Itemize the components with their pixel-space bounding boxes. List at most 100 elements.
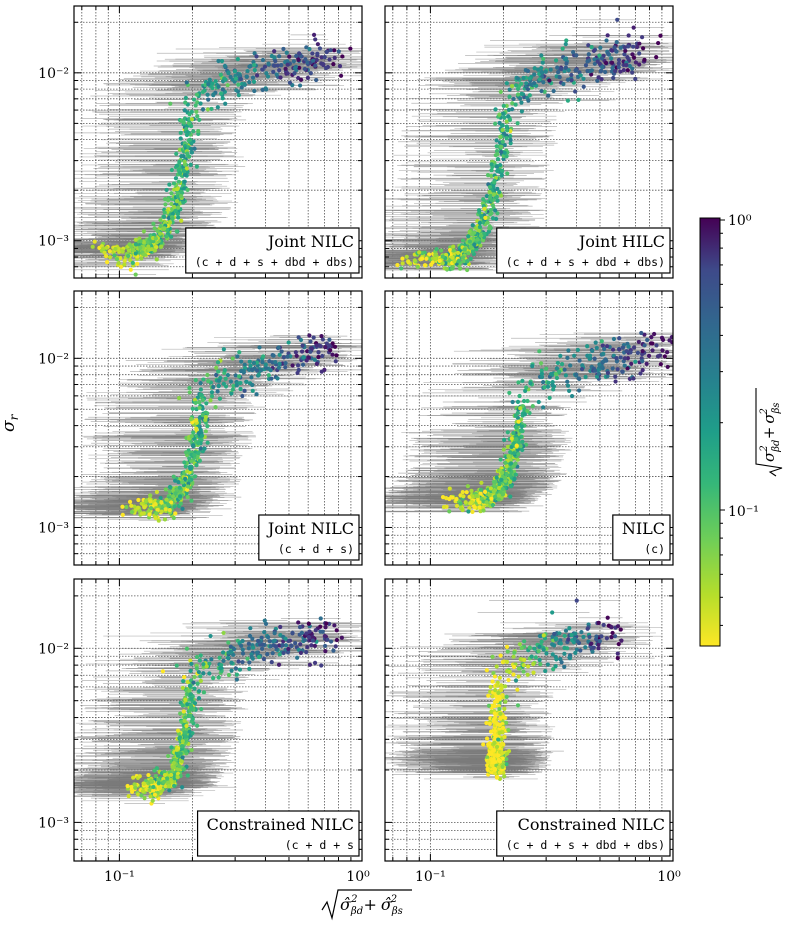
data-point <box>489 168 494 173</box>
data-point <box>332 48 337 53</box>
data-point <box>236 82 241 87</box>
data-point <box>528 82 533 87</box>
data-point <box>182 186 187 191</box>
data-point <box>209 390 215 395</box>
data-point <box>168 101 173 106</box>
data-point <box>171 204 177 210</box>
data-point <box>135 505 141 510</box>
data-point <box>625 55 630 60</box>
data-point <box>192 146 197 151</box>
data-point <box>314 361 320 366</box>
data-point <box>196 450 201 456</box>
data-point <box>194 418 199 423</box>
data-point <box>400 261 405 266</box>
data-point <box>500 139 505 144</box>
data-point <box>142 505 147 510</box>
data-point <box>569 72 574 78</box>
data-point <box>207 77 212 82</box>
data-point <box>216 58 221 64</box>
data-point <box>472 230 477 235</box>
y-tick-label: 10⁻² <box>38 66 69 82</box>
data-point <box>507 94 512 99</box>
data-point <box>233 373 238 378</box>
legend-line1: Joint HILC <box>577 232 665 251</box>
data-point <box>482 206 487 211</box>
data-point <box>252 62 257 68</box>
data-point <box>508 141 513 146</box>
data-point <box>200 397 205 403</box>
data-point <box>626 33 631 38</box>
data-point <box>456 258 462 263</box>
data-point <box>305 349 310 354</box>
data-point <box>587 356 592 361</box>
data-point <box>188 417 194 422</box>
data-point <box>194 426 199 431</box>
data-point <box>515 76 520 81</box>
data-point <box>162 210 167 215</box>
data-point <box>285 71 290 76</box>
data-point <box>505 128 510 133</box>
data-point <box>550 379 555 385</box>
data-point <box>501 447 506 452</box>
data-point <box>231 383 236 388</box>
data-point <box>148 493 153 498</box>
data-point <box>525 398 530 404</box>
data-point <box>450 266 455 271</box>
data-point <box>539 88 544 94</box>
data-point <box>90 244 95 249</box>
data-point <box>644 361 649 366</box>
data-point <box>348 46 353 51</box>
data-point <box>477 505 482 510</box>
data-point <box>198 392 203 397</box>
data-point <box>238 386 243 392</box>
data-point <box>181 120 186 125</box>
legend-line2: (c + d + s) <box>278 542 354 556</box>
data-point <box>605 33 610 38</box>
panels-group: 10⁻² 10⁻³ (c + d + s + dbd + dbs) Joint NIL… <box>38 5 681 885</box>
data-point <box>427 252 432 257</box>
data-point <box>112 253 117 258</box>
data-point <box>153 502 158 507</box>
ticks <box>74 291 363 566</box>
data-point <box>188 466 193 471</box>
data-point <box>296 335 301 340</box>
data-point <box>177 485 182 490</box>
data-point <box>242 388 247 393</box>
data-point <box>604 38 609 43</box>
data-point <box>220 96 225 101</box>
data-point <box>314 343 319 348</box>
data-point <box>618 355 623 360</box>
data-point <box>271 353 276 358</box>
data-point <box>494 138 499 143</box>
data-point <box>433 252 438 258</box>
data-point <box>650 348 655 353</box>
data-point <box>222 63 228 68</box>
data-point <box>169 234 174 239</box>
data-point <box>235 57 240 62</box>
data-point <box>642 57 647 62</box>
data-point <box>193 103 198 108</box>
data-point <box>603 69 608 75</box>
data-point <box>585 344 590 349</box>
data-point <box>585 68 590 74</box>
data-point <box>630 66 635 71</box>
data-point <box>128 258 133 263</box>
data-point <box>133 242 139 247</box>
data-point <box>105 260 110 265</box>
data-point <box>159 509 164 514</box>
data-point <box>507 467 512 472</box>
data-point <box>494 216 499 222</box>
data-point <box>468 244 473 249</box>
data-point <box>185 187 190 193</box>
data-point <box>206 379 211 384</box>
data-point <box>200 413 205 418</box>
data-point <box>279 349 284 354</box>
data-point <box>298 337 304 343</box>
data-point <box>283 66 288 71</box>
data-point <box>566 68 571 73</box>
data-point <box>267 359 272 364</box>
scatter-points <box>395 17 663 278</box>
data-point <box>611 336 617 342</box>
data-point <box>251 360 257 366</box>
data-point <box>538 361 544 366</box>
